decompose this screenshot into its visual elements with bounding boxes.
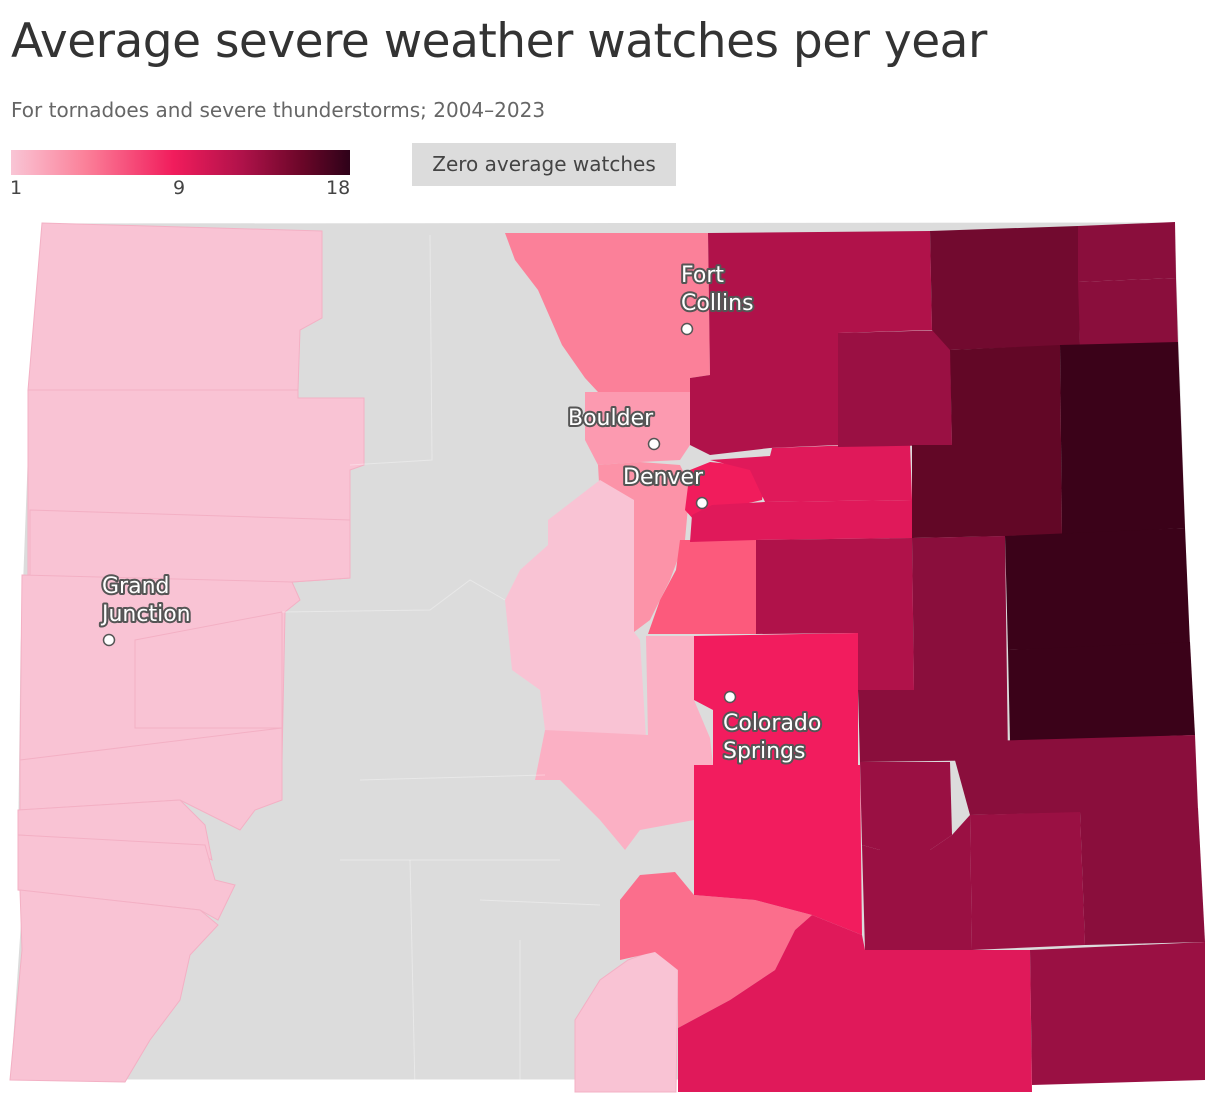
denver-marker xyxy=(695,496,709,510)
colorado-springs-label: Colorado xyxy=(723,711,821,736)
county-otero xyxy=(862,815,972,950)
county-logan xyxy=(930,226,1080,350)
region-western-slope xyxy=(9,222,679,1093)
county-lines xyxy=(281,234,601,1091)
county-el-paso xyxy=(694,633,858,765)
county-adams xyxy=(710,443,912,502)
legend-min-label: 1 xyxy=(10,177,23,199)
county-fremont xyxy=(535,730,713,850)
chart-subtitle: For tornadoes and severe thunderstorms; … xyxy=(11,98,546,122)
county-prowers xyxy=(1080,808,1205,945)
fort-collins-marker xyxy=(680,322,694,336)
county-montezuma xyxy=(9,889,219,1083)
county-las-animas xyxy=(678,915,1032,1092)
county-phillips xyxy=(1078,278,1178,345)
legend-gradient-bar xyxy=(11,150,350,175)
county-cheyenne xyxy=(1008,642,1195,742)
county-baca xyxy=(1030,942,1205,1085)
colorado-springs-marker xyxy=(723,690,737,704)
chart-title: Average severe weather watches per year xyxy=(11,14,987,69)
county-gilpin-clear-creek xyxy=(505,480,646,738)
county-pueblo xyxy=(694,765,862,935)
legend-mid-label: 9 xyxy=(173,177,186,199)
county-moffat xyxy=(27,222,323,391)
denver-label: Denver xyxy=(623,465,704,490)
county-lincoln xyxy=(858,536,1008,762)
county-arapahoe xyxy=(690,500,914,542)
colorado-springs-label-line2: Springs xyxy=(723,739,805,764)
county-custer-huerfano xyxy=(620,872,812,1028)
boulder-label: Boulder xyxy=(568,406,654,431)
fort-collins-label-line2: Collins xyxy=(681,291,754,316)
legend-zero-watches: Zero average watches xyxy=(412,143,676,186)
county-washington xyxy=(912,345,1062,538)
county-yuma xyxy=(1060,342,1185,535)
legend-max-label: 18 xyxy=(326,177,351,199)
county-kiowa xyxy=(950,735,1198,815)
county-kit-carson xyxy=(1005,528,1190,650)
county-larimer xyxy=(505,233,710,392)
county-sedgwick xyxy=(1078,222,1176,282)
county-bent xyxy=(970,812,1085,950)
grand-junction-marker xyxy=(102,633,116,647)
boulder-marker xyxy=(647,437,661,451)
county-douglas xyxy=(648,540,756,634)
grand-junction-label-line2: Junction xyxy=(100,602,191,627)
county-boulder xyxy=(585,392,690,465)
county-morgan xyxy=(838,330,952,447)
county-crowley xyxy=(860,762,952,850)
grand-junction-label: Grand xyxy=(102,574,169,599)
county-elbert xyxy=(756,538,914,690)
fort-collins-label: Fort xyxy=(681,263,724,288)
city-dots xyxy=(102,322,737,704)
county-weld xyxy=(690,231,932,455)
